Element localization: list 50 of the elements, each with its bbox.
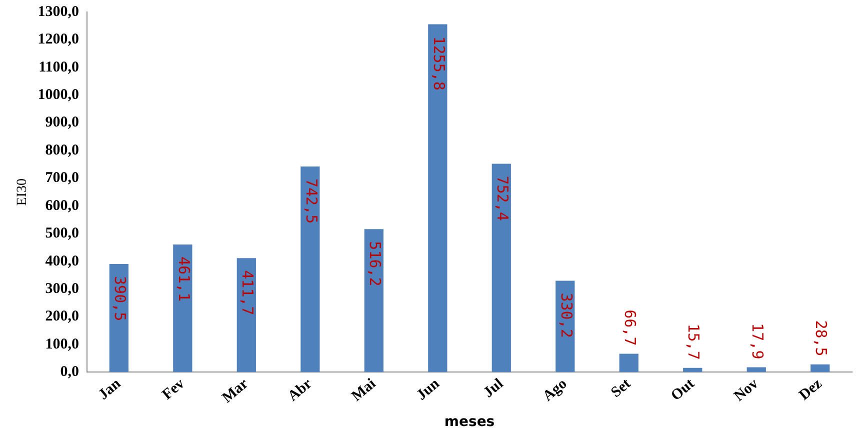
y-tick-label: 1300,0	[38, 4, 80, 20]
y-tick-label: 600,0	[45, 198, 80, 214]
y-tick-label: 0,0	[60, 364, 80, 380]
data-label: 461,1	[174, 256, 193, 302]
y-tick-label: 800,0	[45, 142, 80, 158]
x-tick-label: Set	[608, 376, 634, 401]
x-axis-title: meses	[444, 414, 495, 430]
y-tick-label: 1100,0	[38, 59, 80, 76]
y-tick-label: 700,0	[45, 170, 80, 186]
data-label: 15,7	[684, 324, 703, 360]
bar	[236, 258, 256, 372]
y-tick-label: 200,0	[45, 308, 80, 325]
y-tick-label: 1000,0	[38, 87, 80, 103]
x-tick-label: Jul	[480, 376, 506, 402]
x-tick-label: Abr	[285, 376, 316, 405]
data-label: 66,7	[621, 310, 639, 346]
data-label: 742,5	[302, 178, 320, 224]
bar	[810, 364, 830, 372]
bar	[364, 229, 384, 372]
y-tick-label: 1200,0	[38, 32, 80, 48]
x-tick-label: Fev	[160, 376, 188, 404]
data-label: 516,2	[366, 241, 384, 286]
x-tick-label: Jan	[96, 375, 124, 404]
data-label: 390,5	[111, 276, 130, 322]
y-tick-label: 400,0	[45, 253, 80, 270]
x-tick-label: Nov	[731, 376, 762, 405]
data-label: 17,9	[748, 323, 766, 360]
data-label: 1255,8	[430, 36, 448, 90]
bar	[683, 368, 702, 372]
data-label: 411,7	[238, 270, 257, 316]
x-tick-label: Dez	[796, 376, 826, 404]
y-tick-label: 500,0	[45, 226, 80, 242]
data-label: 752,4	[494, 176, 512, 221]
bar	[492, 164, 511, 372]
bar	[428, 24, 448, 372]
bar	[619, 354, 638, 372]
y-tick-label: 900,0	[45, 114, 80, 131]
x-tick-label: Out	[668, 376, 698, 404]
y-tick-label: 100,0	[45, 336, 80, 352]
x-tick-label: Ago	[540, 376, 570, 405]
y-axis-title: EI30	[15, 178, 30, 206]
bar	[746, 367, 766, 372]
x-tick-label: Jun	[414, 375, 444, 404]
x-tick-label: Mai	[348, 376, 379, 405]
bar	[173, 244, 192, 372]
y-tick-label: 300,0	[45, 280, 80, 297]
data-label: 330,2	[557, 292, 576, 338]
x-tick-label: Mar	[219, 376, 252, 406]
data-label: 28,5	[812, 320, 830, 356]
bar	[300, 166, 320, 372]
